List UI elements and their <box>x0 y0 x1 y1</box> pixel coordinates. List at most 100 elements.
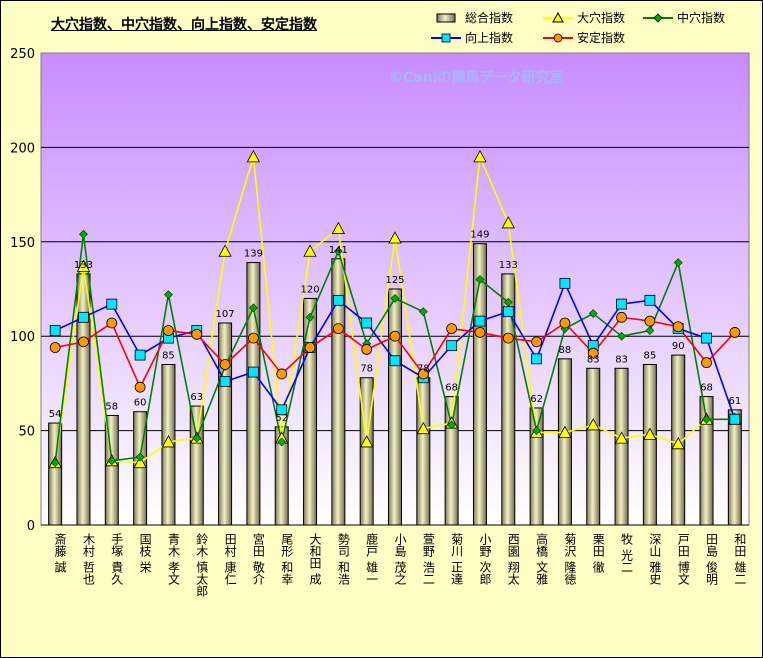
bar <box>189 405 204 526</box>
x-tick-label: 斎藤 誠 <box>53 532 67 574</box>
data-point <box>702 414 711 424</box>
data-point <box>643 427 657 440</box>
x-tick-label: 和田 雄二 <box>733 533 747 585</box>
y-tick-label: 100 <box>10 330 35 345</box>
data-point <box>106 298 118 310</box>
y-tick-label: 150 <box>10 236 35 251</box>
legend: 総合指数 大穴指数 中穴指数 向上指数 安定指数 <box>431 5 749 45</box>
bar <box>557 358 572 526</box>
watermark: ©Caniの競馬データ研究室 <box>389 70 564 86</box>
data-point <box>418 307 428 317</box>
data-point <box>672 321 684 333</box>
data-point <box>276 404 288 416</box>
x-tick-label: 深山 雅史 <box>648 533 662 585</box>
data-point <box>587 347 599 359</box>
data-point <box>389 355 401 367</box>
data-point <box>558 425 572 438</box>
x-tick-label: 尾形 和幸 <box>280 533 294 585</box>
legend-label-antei: 安定指数 <box>577 31 626 45</box>
data-point <box>305 312 315 322</box>
data-label: 62 <box>530 394 543 405</box>
data-point <box>389 330 401 342</box>
data-label: 133 <box>74 260 93 271</box>
y-tick-label: 200 <box>10 141 35 156</box>
legend-label-chuana: 中穴指数 <box>677 11 726 25</box>
data-point <box>218 244 232 257</box>
data-label: 85 <box>162 351 175 362</box>
data-point <box>503 297 513 307</box>
bar <box>246 262 261 526</box>
data-point <box>645 326 655 335</box>
y-tick-label: 250 <box>10 47 35 62</box>
bar <box>727 409 742 526</box>
x-tick-label: 牧 光二 <box>620 533 634 573</box>
data-point <box>191 328 203 340</box>
x-tick-label: 菊川 正達 <box>450 533 464 585</box>
data-point <box>248 303 258 313</box>
data-label: 125 <box>385 275 404 286</box>
data-point <box>531 353 542 365</box>
data-point <box>417 368 429 380</box>
data-point <box>614 431 629 444</box>
data-point <box>416 421 430 435</box>
y-axis: 0 50 100 150 200 250 <box>10 47 749 534</box>
bar <box>586 367 601 526</box>
data-point <box>474 315 486 327</box>
x-tick-label: 勢司 和浩 <box>336 532 350 585</box>
data-point <box>446 340 458 352</box>
data-label: 58 <box>105 401 118 412</box>
data-point <box>303 244 317 257</box>
legend-item-chuana: 中穴指数 <box>643 9 725 26</box>
data-point <box>729 327 741 338</box>
data-point <box>106 317 118 329</box>
data-point <box>219 376 231 387</box>
bar <box>303 297 318 526</box>
data-point <box>161 435 176 448</box>
data-label: 68 <box>445 383 458 394</box>
data-label: 88 <box>559 345 572 356</box>
data-point <box>616 311 627 323</box>
data-label: 107 <box>216 309 235 320</box>
data-point <box>246 150 261 163</box>
data-point <box>360 435 374 448</box>
data-point <box>644 315 656 327</box>
x-tick-label: 西園 翔太 <box>506 533 520 585</box>
data-label: 141 <box>329 245 348 256</box>
x-tick-label: 田村 康仁 <box>223 533 237 585</box>
data-point <box>76 259 91 272</box>
legend-item-total: 総合指数 <box>431 9 513 26</box>
data-label: 139 <box>244 249 263 260</box>
data-point <box>531 336 542 348</box>
data-label: 83 <box>615 354 628 365</box>
data-point <box>192 433 202 443</box>
x-tick-label: 木村 哲也 <box>81 533 95 585</box>
data-label: 90 <box>672 341 685 352</box>
data-point <box>473 150 487 163</box>
data-point <box>304 342 316 353</box>
data-point <box>559 277 571 289</box>
data-point <box>49 325 61 336</box>
data-label: 60 <box>134 398 147 409</box>
legend-item-oana: 大穴指数 <box>543 9 625 26</box>
data-label: 78 <box>360 364 373 375</box>
data-point <box>475 275 485 284</box>
data-point <box>588 309 598 318</box>
data-point <box>501 216 515 229</box>
data-point <box>390 294 400 303</box>
data-label: 149 <box>470 230 489 241</box>
x-tick-label: 萱野 浩二 <box>421 533 435 585</box>
data-point <box>247 332 259 344</box>
data-point <box>134 349 146 361</box>
x-tick-label: 宮田 敬介 <box>251 532 265 585</box>
data-label: 85 <box>644 351 657 362</box>
bar <box>48 422 63 526</box>
data-point <box>332 323 344 335</box>
data-point <box>107 456 117 466</box>
x-tick-label: 戸田 博文 <box>676 533 690 585</box>
data-point <box>532 426 542 436</box>
x-tick-label: 青木 孝文 <box>166 533 180 585</box>
data-point <box>447 420 457 430</box>
data-point <box>701 332 712 344</box>
x-tick-label: 大和田 成 <box>308 533 322 586</box>
x-tick-label: 鹿戸 雄一 <box>365 532 379 585</box>
